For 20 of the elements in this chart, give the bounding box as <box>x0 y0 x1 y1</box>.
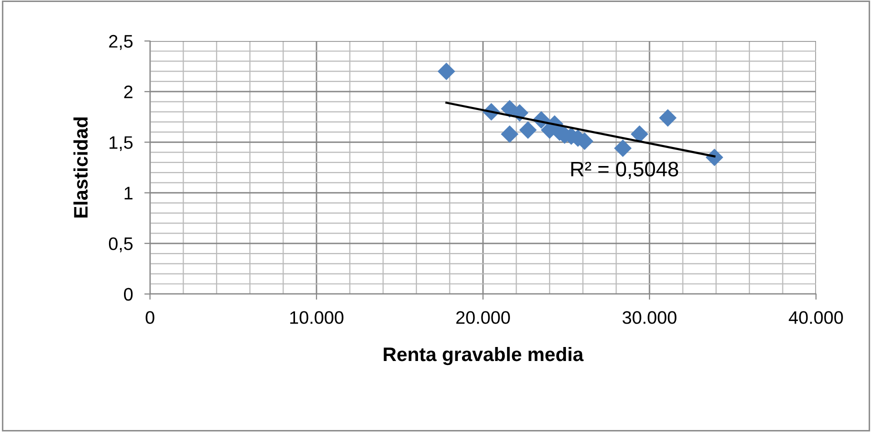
y-tick-label: 0 <box>124 288 133 301</box>
y-axis-title: Elasticidad <box>73 117 88 218</box>
x-axis-title: Renta gravable media <box>384 346 584 366</box>
x-tick-label: 20.000 <box>456 311 510 324</box>
point <box>519 121 537 139</box>
point <box>438 62 456 80</box>
x-tick-label: 10.000 <box>290 311 344 324</box>
x-tick-label: 30.000 <box>622 311 676 324</box>
point <box>659 109 677 127</box>
y-tick-label: 2,5 <box>109 34 133 50</box>
x-tick-label: 40.000 <box>788 311 843 324</box>
point <box>614 139 632 158</box>
point <box>500 125 518 143</box>
y-tick-label: 1,5 <box>110 136 133 152</box>
annotation: R² = 0,5048 <box>571 162 678 179</box>
x-tick-label: 0 <box>146 311 154 324</box>
y-tick-label: 2 <box>124 86 132 98</box>
y-tick-label: 0,5 <box>108 237 133 252</box>
y-tick-label: 1 <box>124 186 132 200</box>
point <box>630 125 648 143</box>
